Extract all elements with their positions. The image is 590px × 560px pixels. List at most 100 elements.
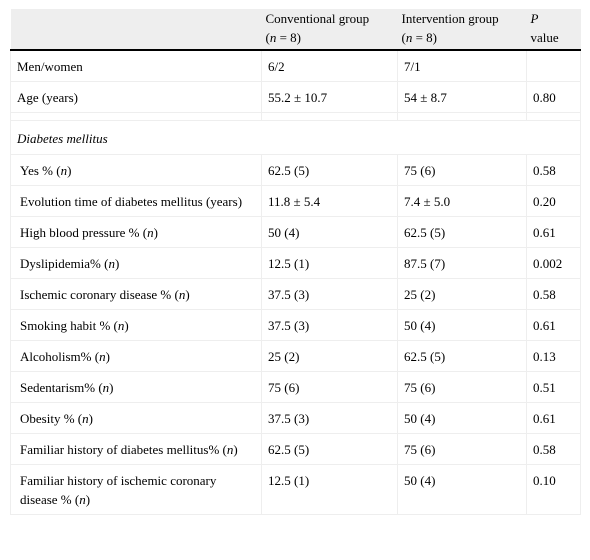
section-row: Diabetes mellitus <box>10 120 581 155</box>
table-row: Sedentarism% (n) 75 (6) 75 (6) 0.51 <box>10 371 581 403</box>
row-label-close: ) <box>185 287 190 302</box>
row-label-text: Familiar history of ischemic coronary di… <box>20 473 217 507</box>
conventional-value: 50 (4) <box>261 216 398 248</box>
intervention-value: 25 (2) <box>397 278 527 310</box>
conventional-value: 62.5 (5) <box>261 154 398 186</box>
header-intervention-n-var: n <box>405 30 413 45</box>
intervention-value: 75 (6) <box>397 433 527 465</box>
row-label-close: ) <box>153 225 158 240</box>
header-conventional-n-close: = 8) <box>276 30 302 45</box>
section-title: Diabetes mellitus <box>10 120 581 155</box>
row-label-n: n <box>60 163 68 178</box>
table-row: Dyslipidemia% (n) 12.5 (1) 87.5 (7) 0.002 <box>10 247 581 279</box>
intervention-value: 7.4 ± 5.0 <box>397 185 527 217</box>
header-conventional-label: Conventional group <box>265 11 370 26</box>
spacer-cell <box>526 112 581 121</box>
table-row: Familiar history of ischemic coronary di… <box>10 464 581 515</box>
row-label-close: ) <box>105 349 110 364</box>
row-label: Age (years) <box>10 81 262 113</box>
table-row: Familiar history of diabetes mellitus% (… <box>10 433 581 465</box>
row-label: Smoking habit % (n) <box>10 309 262 341</box>
p-value: 0.58 <box>526 278 581 310</box>
row-label-close: ) <box>124 318 129 333</box>
row-label-text: Obesity % ( <box>20 411 83 426</box>
conventional-value: 62.5 (5) <box>261 433 398 465</box>
row-label: Men/women <box>10 49 262 82</box>
spacer-cell <box>397 112 527 121</box>
row-label-close: ) <box>109 380 114 395</box>
header-value-word: value <box>530 30 559 45</box>
row-label: Familiar history of diabetes mellitus% (… <box>10 433 262 465</box>
row-label-text: High blood pressure % ( <box>20 225 148 240</box>
row-label: Familiar history of ischemic coronary di… <box>10 464 262 515</box>
header-conventional-n-open: ( <box>265 30 270 45</box>
conventional-value: 11.8 ± 5.4 <box>261 185 398 217</box>
p-value: 0.20 <box>526 185 581 217</box>
conventional-value: 12.5 (1) <box>261 464 398 515</box>
row-label-n: n <box>79 492 86 507</box>
intervention-value: 7/1 <box>397 49 527 82</box>
table-row: Yes % (n) 62.5 (5) 75 (6) 0.58 <box>10 154 581 186</box>
row-label-text: Familiar history of diabetes mellitus% ( <box>20 442 227 457</box>
row-label-n: n <box>108 256 115 271</box>
conventional-value: 12.5 (1) <box>261 247 398 279</box>
table-body: Men/women 6/2 7/1 Age (years) 55.2 ± 10.7 54 … <box>10 49 581 515</box>
row-label: Alcoholism% (n) <box>10 340 262 372</box>
p-value: 0.58 <box>526 154 581 186</box>
conventional-value: 37.5 (3) <box>261 402 398 434</box>
row-label-text: Evolution time of diabetes mellitus (yea… <box>20 194 243 209</box>
row-label-n: n <box>147 225 154 240</box>
intervention-value: 50 (4) <box>397 464 527 515</box>
p-value: 0.51 <box>526 371 581 403</box>
intervention-value: 62.5 (5) <box>397 216 527 248</box>
intervention-value: 50 (4) <box>397 402 527 434</box>
table-row: Alcoholism% (n) 25 (2) 62.5 (5) 0.13 <box>10 340 581 372</box>
conventional-value: 25 (2) <box>261 340 398 372</box>
row-label-close: ) <box>67 163 72 178</box>
header-conventional-group: Conventional group (n = 8) <box>261 9 398 51</box>
row-label-text: Smoking habit % ( <box>20 318 118 333</box>
p-value: 0.002 <box>526 247 581 279</box>
p-value: 0.58 <box>526 433 581 465</box>
table-row: Ischemic coronary disease % (n) 37.5 (3) 2… <box>10 278 581 310</box>
table-row: Obesity % (n) 37.5 (3) 50 (4) 0.61 <box>10 402 581 434</box>
p-value: 0.61 <box>526 216 581 248</box>
intervention-value: 87.5 (7) <box>397 247 527 279</box>
table-header-row: Conventional group (n = 8) Intervention … <box>10 9 581 51</box>
characteristics-table: Conventional group (n = 8) Intervention … <box>10 9 581 515</box>
intervention-value: 50 (4) <box>397 309 527 341</box>
p-value <box>526 49 581 82</box>
row-label-text: Dyslipidemia% ( <box>20 256 109 271</box>
header-intervention-n-close: = 8) <box>412 30 438 45</box>
row-label-text: Yes % ( <box>20 163 61 178</box>
row-label-close: ) <box>114 256 120 271</box>
header-p-letter: P <box>530 11 539 26</box>
row-label-text: Alcoholism% ( <box>20 349 100 364</box>
conventional-value: 75 (6) <box>261 371 398 403</box>
conventional-value: 37.5 (3) <box>261 278 398 310</box>
p-value: 0.61 <box>526 309 581 341</box>
header-p-value: P value <box>526 9 581 51</box>
row-label: Yes % (n) <box>10 154 262 186</box>
row-label-n: n <box>82 411 89 426</box>
p-value: 0.61 <box>526 402 581 434</box>
p-value: 0.13 <box>526 340 581 372</box>
header-intervention-n-open: ( <box>401 30 406 45</box>
row-label-text: Sedentarism% ( <box>20 380 103 395</box>
row-label-close: ) <box>88 411 93 426</box>
intervention-value: 75 (6) <box>397 154 527 186</box>
row-label: High blood pressure % (n) <box>10 216 262 248</box>
row-label-n: n <box>178 287 186 302</box>
row-label: Dyslipidemia% (n) <box>10 247 262 279</box>
row-label-n: n <box>117 318 125 333</box>
spacer-cell <box>10 112 262 121</box>
table-row: High blood pressure % (n) 50 (4) 62.5 (5) 0… <box>10 216 581 248</box>
row-label-n: n <box>226 442 234 457</box>
intervention-value: 62.5 (5) <box>397 340 527 372</box>
row-label-n: n <box>99 349 106 364</box>
header-intervention-group: Intervention group (n = 8) <box>397 9 527 51</box>
table-row: Men/women 6/2 7/1 <box>10 49 581 82</box>
conventional-value: 37.5 (3) <box>261 309 398 341</box>
row-label-close: ) <box>233 442 238 457</box>
p-value: 0.10 <box>526 464 581 515</box>
